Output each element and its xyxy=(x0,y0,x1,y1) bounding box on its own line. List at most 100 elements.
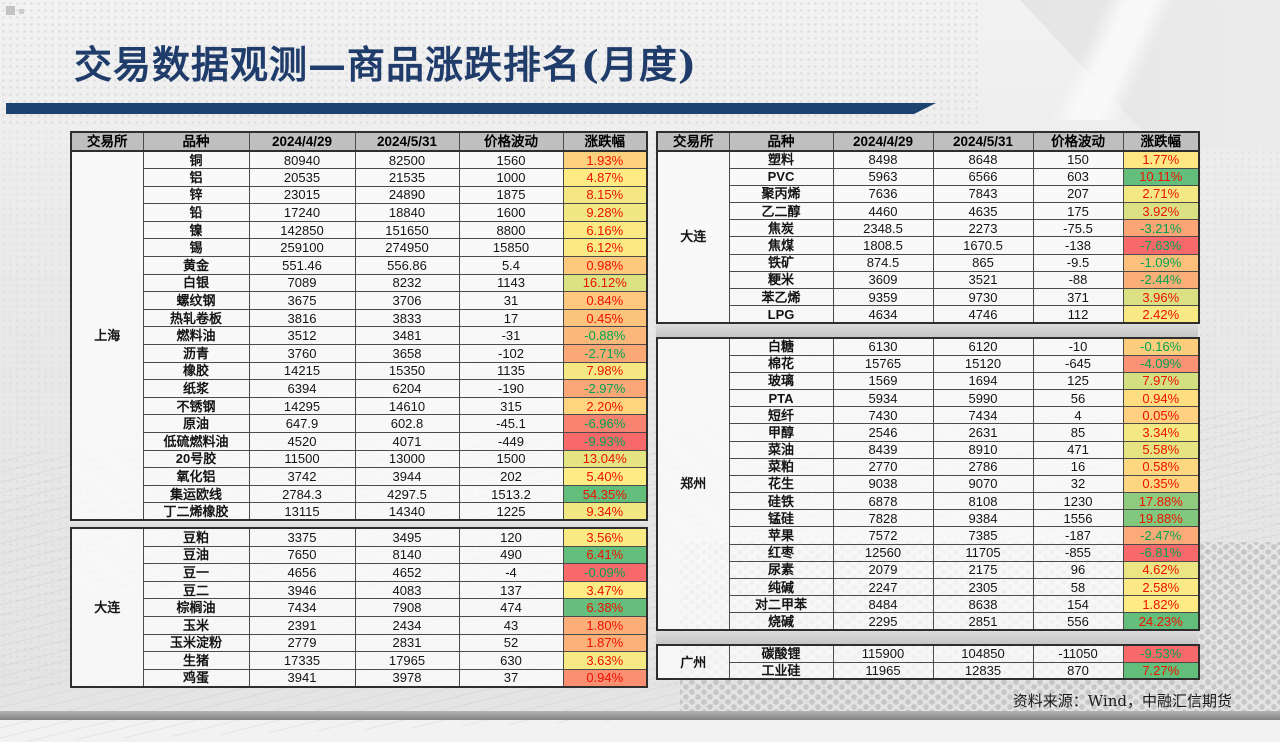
price-value: 7434 xyxy=(932,406,1034,425)
table-row: 镍 142850 151650 8800 6.16% xyxy=(71,220,648,240)
change-percent-cell: 0.94% xyxy=(562,668,648,688)
variety-name: 鸡蛋 xyxy=(142,668,250,688)
variety-name: 纯碱 xyxy=(728,577,834,597)
price-change-value: 1135 xyxy=(458,361,564,381)
change-percent-cell: 0.98% xyxy=(562,256,648,275)
price-change-value: 8800 xyxy=(458,220,564,240)
price-value: 7843 xyxy=(932,184,1034,204)
change-percent-cell: 0.05% xyxy=(1122,406,1200,425)
price-value: 80940 xyxy=(248,150,356,170)
variety-name: 丁二烯橡胶 xyxy=(142,502,250,521)
change-percent-cell: 2.20% xyxy=(562,396,648,416)
variety-name: 铅 xyxy=(142,203,250,222)
price-value: 1694 xyxy=(932,371,1034,390)
price-value: 18840 xyxy=(354,203,460,222)
variety-name: 焦炭 xyxy=(728,219,834,238)
price-value: 3675 xyxy=(248,291,356,310)
table-row: 尿素 2079 2175 96 4.62% xyxy=(657,560,1200,580)
price-value: 12560 xyxy=(832,543,934,562)
price-value: 11705 xyxy=(932,543,1034,562)
change-percent-cell: 3.34% xyxy=(1122,423,1200,442)
price-value: 2770 xyxy=(832,457,934,476)
price-value: 259100 xyxy=(248,238,356,258)
variety-name: 铝 xyxy=(142,168,250,187)
price-change-value: 1875 xyxy=(458,185,564,205)
bottom-bar xyxy=(0,711,1280,720)
price-value: 15120 xyxy=(932,354,1034,373)
price-value: 3481 xyxy=(354,326,460,346)
change-percent-cell: -2.71% xyxy=(562,344,648,363)
price-value: 1808.5 xyxy=(832,236,934,255)
variety-name: 白糖 xyxy=(728,337,834,356)
block-separator xyxy=(656,323,1198,337)
price-value: 3742 xyxy=(248,467,356,486)
variety-name: 红枣 xyxy=(728,543,834,562)
table-header-row: 交易所 品种 2024/4/29 2024/5/31 价格波动 涨跌幅 xyxy=(656,131,1200,152)
price-change-value: 175 xyxy=(1032,202,1124,221)
price-change-value: 120 xyxy=(458,527,564,547)
variety-name: 豆粕 xyxy=(142,527,250,547)
change-percent-cell: 16.12% xyxy=(562,273,648,293)
variety-name: 豆二 xyxy=(142,580,250,600)
price-value: 151650 xyxy=(354,220,460,240)
table-row: 烧碱 2295 2851 556 24.23% xyxy=(657,612,1200,631)
change-percent-cell: 0.35% xyxy=(1122,474,1200,494)
change-percent-cell: 7.97% xyxy=(1122,371,1200,390)
table-row: 玉米 2391 2434 43 1.80% xyxy=(71,615,648,635)
price-value: 17335 xyxy=(248,651,356,670)
commodity-table-left-1: 大连 豆粕 3375 3495 120 3.56% 豆油 7650 8140 490 6.41% 豆一… xyxy=(70,527,648,688)
variety-name: PVC xyxy=(728,167,834,186)
column-header: 2024/4/29 xyxy=(832,131,934,152)
variety-name: 黄金 xyxy=(142,256,250,275)
table-row: 菜粕 2770 2786 16 0.58% xyxy=(657,457,1200,476)
variety-name: 甲醇 xyxy=(728,423,834,442)
price-value: 4746 xyxy=(932,305,1034,324)
price-change-value: 16 xyxy=(1032,457,1124,476)
variety-name: 焦煤 xyxy=(728,236,834,255)
price-value: 2786 xyxy=(932,457,1034,476)
price-change-value: 137 xyxy=(458,580,564,600)
corner-square-icon xyxy=(6,6,15,15)
price-value: 2348.5 xyxy=(832,219,934,238)
exchange-label: 广州 xyxy=(656,644,730,680)
price-value: 3941 xyxy=(248,668,356,688)
variety-name: 粳米 xyxy=(728,270,834,290)
change-percent-cell: 7.27% xyxy=(1122,661,1200,680)
variety-name: 对二甲苯 xyxy=(728,595,834,614)
table-row: 集运欧线 2784.3 4297.5 1513.2 54.35% xyxy=(71,484,648,504)
change-percent-cell: -2.44% xyxy=(1122,270,1200,290)
price-change-value: 96 xyxy=(1032,560,1124,580)
price-value: 8108 xyxy=(932,492,1034,511)
change-percent-cell: 5.58% xyxy=(1122,440,1200,459)
price-value: 9038 xyxy=(832,474,934,494)
exchange-label: 大连 xyxy=(656,150,730,324)
price-change-value: 207 xyxy=(1032,184,1124,204)
variety-name: 铁矿 xyxy=(728,253,834,272)
table-row: 豆二 3946 4083 137 3.47% xyxy=(71,580,648,600)
price-value: 865 xyxy=(932,253,1034,272)
change-percent-cell: -0.88% xyxy=(562,326,648,346)
block-separator xyxy=(656,631,1198,645)
price-change-value: 556 xyxy=(1032,612,1124,631)
change-percent-cell: 24.23% xyxy=(1122,612,1200,631)
price-change-value: -645 xyxy=(1032,354,1124,373)
price-value: 2434 xyxy=(354,615,460,635)
variety-name: 聚丙烯 xyxy=(728,184,834,204)
title-accent-bar xyxy=(6,103,936,114)
price-change-value: 1225 xyxy=(458,502,564,521)
price-value: 3658 xyxy=(354,344,460,363)
price-change-value: -9.5 xyxy=(1032,253,1124,272)
change-percent-cell: 8.15% xyxy=(562,185,648,205)
variety-name: 乙二醇 xyxy=(728,202,834,221)
column-header: 涨跌幅 xyxy=(1122,131,1200,152)
price-change-value: -187 xyxy=(1032,526,1124,545)
right-table-region: 交易所 品种 2024/4/29 2024/5/31 价格波动 涨跌幅 大连 塑料 8498 86… xyxy=(656,131,1200,681)
table-row: 原油 647.9 602.8 -45.1 -6.96% xyxy=(71,414,648,433)
table-row: 苯乙烯 9359 9730 371 3.96% xyxy=(657,287,1200,307)
price-change-value: 43 xyxy=(458,615,564,635)
variety-name: 镍 xyxy=(142,220,250,240)
change-percent-cell: -7.63% xyxy=(1122,236,1200,255)
price-value: 15765 xyxy=(832,354,934,373)
variety-name: 氧化铝 xyxy=(142,467,250,486)
change-percent-cell: 4.62% xyxy=(1122,560,1200,580)
